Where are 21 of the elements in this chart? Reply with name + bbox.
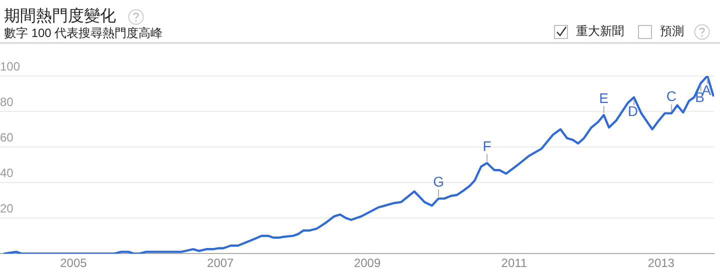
- text: 預測: [660, 23, 684, 40]
- annotation: A: [702, 82, 712, 98]
- annotation: F: [482, 138, 492, 154]
- chart-title: 期間熱門度變化: [4, 6, 116, 26]
- annotation: B: [695, 88, 704, 105]
- annotation: G: [433, 173, 444, 190]
- x-tick-label: 2007: [207, 256, 234, 270]
- y-tick-label: 20: [0, 201, 14, 216]
- y-tick-label: 40: [0, 166, 14, 180]
- x-tick-label: 2011: [501, 256, 528, 270]
- annotation: E: [599, 90, 608, 106]
- annotation: C: [666, 88, 676, 104]
- text: 重大新聞: [576, 23, 624, 40]
- x-tick-label: 2013: [648, 256, 675, 270]
- x-tick-label: 2005: [60, 256, 88, 270]
- y-tick-label: 100: [0, 59, 20, 74]
- y-tick-label: 60: [0, 130, 14, 144]
- annotation: D: [628, 103, 638, 120]
- x-tick-label: 2009: [354, 256, 381, 270]
- y-tick-label: 80: [0, 94, 14, 109]
- chart-subtitle: 數字 100 代表搜尋熱門度高峰: [4, 25, 163, 42]
